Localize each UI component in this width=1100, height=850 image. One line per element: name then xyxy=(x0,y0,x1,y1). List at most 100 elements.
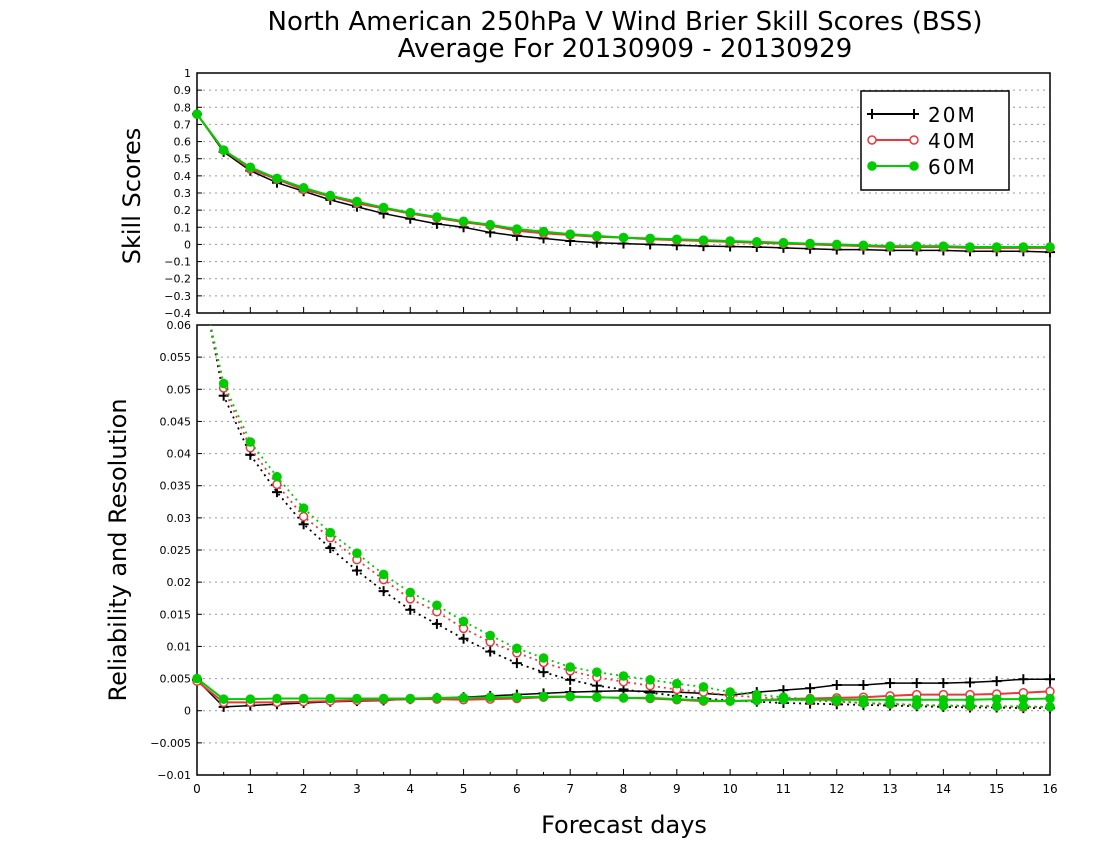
skill-point-60M xyxy=(1045,242,1055,252)
skill-point-60M xyxy=(405,207,416,218)
skill-point-60M xyxy=(432,212,442,222)
top-y-tick-label: 0.1 xyxy=(174,221,192,234)
skill-point-60M xyxy=(805,238,815,249)
reliability-point-60M xyxy=(805,694,815,705)
skill-point-60M xyxy=(538,226,549,237)
reliability-point-60M xyxy=(325,693,336,704)
top-y-tick-label: 0.5 xyxy=(174,153,192,166)
reliability-point-60M xyxy=(858,694,869,705)
reliability-point-60M xyxy=(725,696,735,706)
x-tick-label: 10 xyxy=(722,782,737,796)
skill-point-60M xyxy=(485,219,496,230)
reliability-point-60M xyxy=(485,692,496,703)
x-tick-label: 12 xyxy=(829,782,844,796)
legend-label-40M: 40M xyxy=(928,129,977,153)
skill-point-60M xyxy=(1018,242,1029,252)
reliability-point-60M xyxy=(965,694,975,705)
skill-point-60M xyxy=(192,109,202,119)
top-y-tick-label: 0.4 xyxy=(174,170,192,183)
top-y-tick-label: 0.3 xyxy=(174,187,192,200)
x-tick-label: 6 xyxy=(513,782,521,796)
resolution-point-60M xyxy=(352,548,362,559)
bottom-y-tick-label: 0.04 xyxy=(167,448,192,461)
x-tick-label: 16 xyxy=(1042,782,1057,796)
x-tick-label: 13 xyxy=(882,782,897,796)
x-tick-label: 0 xyxy=(193,782,201,796)
resolution-point-60M xyxy=(1045,702,1055,712)
bottom-y-tick-label: 0.045 xyxy=(160,415,192,428)
skill-point-60M xyxy=(458,216,469,227)
resolution-point-60M xyxy=(245,437,256,447)
resolution-point-60M xyxy=(698,682,709,692)
legend-label-20M: 20M xyxy=(928,103,977,127)
bottom-y-tick-label: 0.02 xyxy=(167,576,192,589)
reliability-point-60M xyxy=(991,694,1002,704)
resolution-point-60M xyxy=(432,600,442,611)
legend-marker-40M xyxy=(867,135,877,145)
reliability-point-60M xyxy=(298,693,309,704)
skill-point-60M xyxy=(778,237,789,248)
skill-point-60M xyxy=(858,240,869,251)
skill-point-60M xyxy=(512,224,522,234)
resolution-point-60M xyxy=(378,569,389,580)
skill-point-60M xyxy=(672,234,682,245)
bottom-y-tick-label: 0 xyxy=(184,705,191,718)
skill-point-60M xyxy=(751,237,762,247)
top-y-tick-label: 0.2 xyxy=(174,204,192,217)
skill-point-60M xyxy=(298,183,309,193)
bottom-plot-frame xyxy=(196,324,1051,776)
reliability-point-60M xyxy=(352,693,362,704)
top-y-tick-label: −0.2 xyxy=(164,273,191,286)
resolution-point-60M xyxy=(672,678,682,689)
resolution-line-40M xyxy=(209,325,1050,708)
x-tick-label: 7 xyxy=(566,782,574,796)
bottom-y-tick-label: −0.01 xyxy=(157,769,191,782)
resolution-point-60M xyxy=(272,471,282,482)
reliability-point-60M xyxy=(618,693,629,703)
bottom-y-tick-label: 0.06 xyxy=(167,319,192,332)
x-tick-label: 5 xyxy=(460,782,468,796)
skill-point-60M xyxy=(938,241,949,251)
reliability-point-60M xyxy=(885,694,895,705)
reliability-point-60M xyxy=(405,693,416,704)
reliability-point-60M xyxy=(751,695,762,706)
skill-point-60M xyxy=(592,231,602,241)
top-y-tick-label: −0.1 xyxy=(164,256,191,269)
top-plot-frame xyxy=(196,72,1051,314)
bottom-y-tick-label: 0.025 xyxy=(160,544,192,557)
resolution-point-60M xyxy=(485,630,496,641)
x-tick-label: 8 xyxy=(620,782,628,796)
bottom-y-tick-label: 0.015 xyxy=(160,608,192,621)
top-y-tick-label: 0.6 xyxy=(174,136,192,149)
resolution-point-60M xyxy=(618,671,629,681)
skill-point-60M xyxy=(218,145,229,155)
reliability-point-60M xyxy=(592,692,602,703)
skill-point-60M xyxy=(245,162,256,173)
legend-marker-40M xyxy=(909,135,919,145)
skill-point-60M xyxy=(565,229,575,239)
top-y-tick-label: 0 xyxy=(184,238,191,251)
x-axis-label: Forecast days xyxy=(541,811,707,839)
skill-point-60M xyxy=(911,241,922,251)
resolution-point-40M xyxy=(272,479,282,490)
bottom-y-tick-label: 0.055 xyxy=(160,351,192,364)
skill-point-60M xyxy=(352,196,362,207)
skill-point-60M xyxy=(831,239,842,250)
x-tick-label: 3 xyxy=(353,782,361,796)
resolution-point-40M xyxy=(298,511,309,522)
top-y-tick-label: 0.8 xyxy=(174,101,192,114)
reliability-point-60M xyxy=(645,693,655,703)
reliability-point-60M xyxy=(458,693,469,703)
reliability-point-60M xyxy=(565,691,575,702)
resolution-point-60M xyxy=(538,653,549,663)
skill-point-60M xyxy=(725,236,735,246)
top-y-tick-label: 1 xyxy=(184,67,191,80)
skill-point-60M xyxy=(378,202,389,213)
chart-title: North American 250hPa V Wind Brier Skill… xyxy=(268,7,983,37)
x-tick-label: 15 xyxy=(989,782,1004,796)
reliability-point-60M xyxy=(831,694,842,705)
skill-point-60M xyxy=(698,235,709,245)
top-y-tick-label: −0.3 xyxy=(164,290,191,303)
